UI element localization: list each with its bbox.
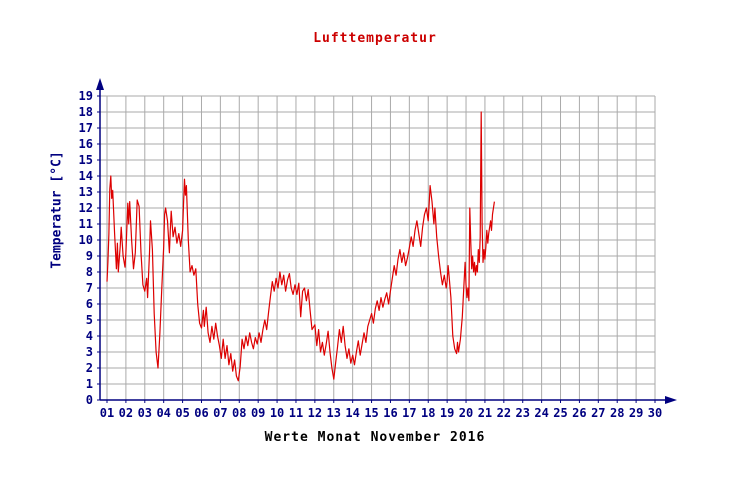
x-tick-label: 14 <box>345 406 359 420</box>
x-tick-label: 26 <box>572 406 586 420</box>
x-tick-label: 08 <box>232 406 246 420</box>
x-tick-label: 27 <box>591 406 605 420</box>
y-tick-label: 8 <box>86 265 93 279</box>
x-tick-label: 02 <box>119 406 133 420</box>
y-tick-label: 9 <box>86 249 93 263</box>
x-tick-label: 23 <box>515 406 529 420</box>
x-axis-label: Werte Monat November 2016 <box>264 430 486 445</box>
x-tick-label: 05 <box>175 406 189 420</box>
y-tick-label: 6 <box>86 297 93 311</box>
y-tick-label: 14 <box>79 169 93 183</box>
y-tick-label: 5 <box>86 313 93 327</box>
x-tick-label: 11 <box>289 406 303 420</box>
y-tick-label: 3 <box>86 345 93 359</box>
y-tick-label: 1 <box>86 377 93 391</box>
x-tick-label: 20 <box>459 406 473 420</box>
x-tick-label: 21 <box>478 406 492 420</box>
y-tick-label: 16 <box>79 137 93 151</box>
x-tick-label: 18 <box>421 406 435 420</box>
x-tick-label: 09 <box>251 406 265 420</box>
y-axis-arrow-icon <box>96 78 104 90</box>
y-tick-label: 12 <box>79 201 93 215</box>
x-tick-label: 12 <box>308 406 322 420</box>
y-tick-label: 13 <box>79 185 93 199</box>
y-tick-label: 18 <box>79 105 93 119</box>
x-tick-label: 29 <box>629 406 643 420</box>
x-tick-label: 07 <box>213 406 227 420</box>
x-tick-label: 25 <box>553 406 567 420</box>
x-tick-label: 01 <box>100 406 114 420</box>
x-tick-label: 15 <box>364 406 378 420</box>
x-tick-label: 13 <box>327 406 341 420</box>
y-tick-label: 7 <box>86 281 93 295</box>
y-tick-label: 0 <box>86 393 93 407</box>
x-tick-label: 17 <box>402 406 416 420</box>
x-tick-label: 03 <box>138 406 152 420</box>
x-tick-label: 24 <box>534 406 548 420</box>
y-tick-label: 10 <box>79 233 93 247</box>
x-tick-label: 06 <box>194 406 208 420</box>
x-tick-label: 30 <box>648 406 662 420</box>
x-tick-label: 19 <box>440 406 454 420</box>
x-tick-label: 22 <box>497 406 511 420</box>
x-tick-label: 28 <box>610 406 624 420</box>
y-tick-label: 17 <box>79 121 93 135</box>
chart-title: Lufttemperatur <box>313 31 437 46</box>
x-axis-arrow-icon <box>665 396 677 404</box>
y-tick-label: 2 <box>86 361 93 375</box>
x-tick-label: 16 <box>383 406 397 420</box>
x-tick-label: 10 <box>270 406 284 420</box>
y-tick-label: 19 <box>79 89 93 103</box>
temperature-series-line <box>106 111 495 382</box>
y-tick-label: 11 <box>79 217 93 231</box>
x-tick-label: 04 <box>156 406 170 420</box>
y-tick-label: 15 <box>79 153 93 167</box>
y-tick-label: 4 <box>86 329 93 343</box>
